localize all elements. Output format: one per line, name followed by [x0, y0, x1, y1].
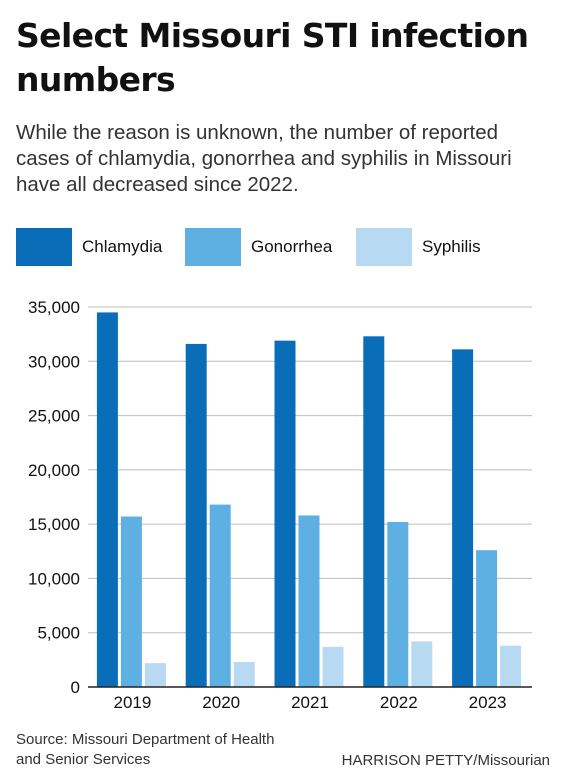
legend-item-gonorrhea: Gonorrhea — [185, 228, 332, 266]
x-tick-label: 2023 — [469, 693, 507, 712]
bar-gonorrhea-2023 — [476, 550, 498, 687]
bar-chlamydia-2022 — [363, 336, 385, 687]
bar-chlamydia-2019 — [96, 312, 118, 687]
x-tick-label: 2020 — [202, 693, 240, 712]
y-tick-label: 35,000 — [28, 298, 80, 317]
bar-gonorrhea-2019 — [120, 516, 142, 687]
bar-syphilis-2023 — [500, 645, 522, 687]
bar-gonorrhea-2021 — [298, 515, 320, 687]
y-tick-label: 20,000 — [28, 461, 80, 480]
legend-swatch-gonorrhea — [185, 228, 241, 266]
y-tick-label: 30,000 — [28, 352, 80, 371]
credit-line: HARRISON PETTY/Missourian — [341, 752, 550, 769]
y-tick-label: 10,000 — [28, 569, 80, 588]
legend-item-chlamydia: Chlamydia — [16, 228, 162, 266]
legend-swatch-chlamydia — [16, 228, 72, 266]
legend-label-syphilis: Syphilis — [422, 237, 481, 256]
bar-gonorrhea-2020 — [209, 504, 231, 687]
x-tick-label: 2021 — [291, 693, 329, 712]
y-tick-label: 5,000 — [37, 624, 80, 643]
y-tick-label: 25,000 — [28, 407, 80, 426]
legend-label-chlamydia: Chlamydia — [82, 237, 163, 256]
y-tick-label: 0 — [71, 678, 80, 697]
bar-chlamydia-2021 — [274, 340, 296, 687]
legend-label-gonorrhea: Gonorrhea — [251, 237, 333, 256]
bar-syphilis-2020 — [233, 662, 255, 687]
legend-swatch-syphilis — [356, 228, 412, 266]
y-tick-label: 15,000 — [28, 515, 80, 534]
source-note: Source: Missouri Department of Health an… — [16, 731, 275, 768]
bar-syphilis-2022 — [411, 641, 433, 687]
legend-item-syphilis: Syphilis — [356, 228, 481, 266]
bar-chlamydia-2023 — [452, 349, 474, 687]
chart-title: Select Missouri STI infection numbers — [16, 16, 529, 99]
bar-gonorrhea-2022 — [387, 521, 409, 687]
chart-subtitle: While the reason is unknown, the number … — [16, 121, 512, 196]
bar-syphilis-2021 — [322, 646, 344, 687]
x-tick-label: 2019 — [113, 693, 151, 712]
bar-chart: 35,000 30,000 25,000 20,000 15,000 10,000 5,00… — [28, 298, 532, 712]
x-tick-label: 2022 — [380, 693, 418, 712]
legend: Chlamydia Gonorrhea Syphilis — [16, 228, 556, 266]
bar-chlamydia-2020 — [185, 343, 207, 687]
footer: Source: Missouri Department of Health an… — [0, 724, 566, 784]
bar-syphilis-2019 — [144, 663, 166, 687]
